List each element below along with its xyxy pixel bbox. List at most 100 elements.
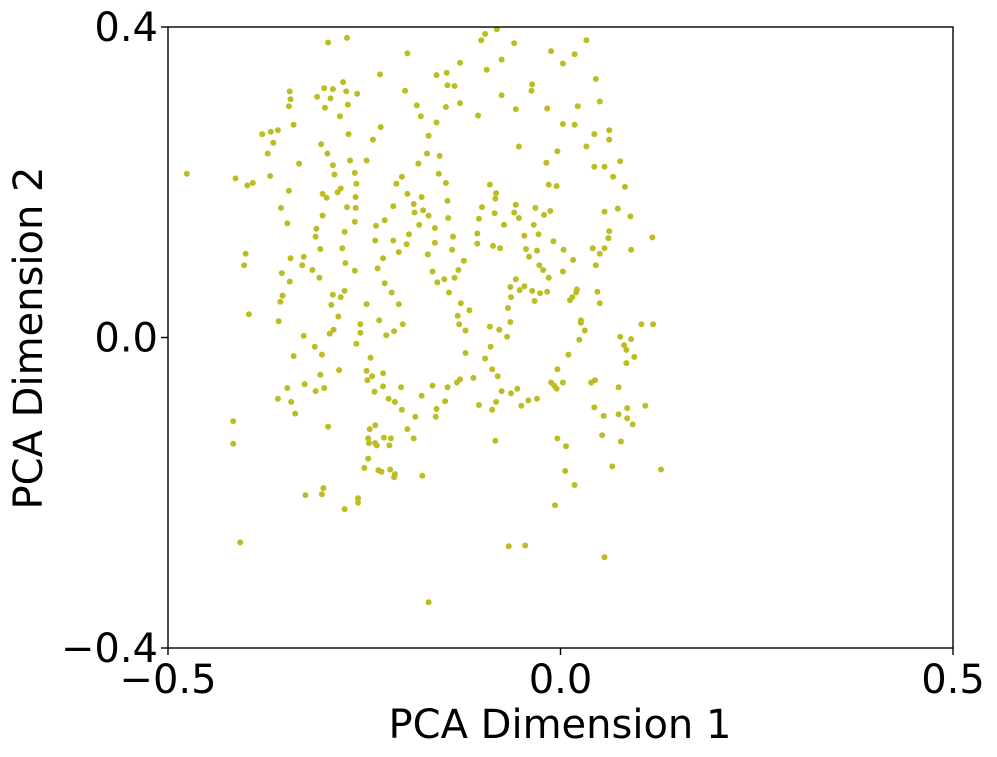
data-point [415,160,422,167]
data-point [583,37,590,44]
data-point [387,435,394,442]
data-point [624,415,631,422]
data-point [369,136,376,143]
data-point [574,103,581,110]
data-point [530,221,537,228]
data-point [451,83,458,89]
data-point [544,105,551,112]
data-point [383,332,390,339]
data-point [444,197,451,204]
data-point [326,330,333,337]
data-point [329,291,336,298]
data-point [445,215,452,221]
data-point [354,90,361,97]
data-point [560,246,567,253]
data-point [577,319,584,326]
data-point [589,245,596,252]
data-point [600,412,607,419]
data-point [474,240,481,247]
data-point [380,370,387,377]
x-axis-ticks: −0.5 0.0 0.5 [119,648,985,703]
data-point [324,150,331,157]
data-point [328,301,335,308]
data-point [341,228,348,235]
data-point [352,194,359,200]
data-point [606,228,613,235]
data-point [429,382,436,389]
data-point [237,539,244,546]
data-point [278,204,284,211]
data-point [284,220,291,227]
data-point [365,435,372,442]
data-point [337,294,344,301]
data-point [621,183,628,190]
data-point [511,209,518,216]
data-point [325,423,332,430]
data-point [545,181,552,188]
data-point [571,482,578,488]
data-point [496,326,503,333]
data-point [599,432,606,439]
data-point [610,173,617,180]
data-point [424,251,431,258]
data-point [609,463,616,470]
data-point [399,321,406,328]
data-point [351,169,358,176]
data-point [374,265,381,272]
data-point [404,190,411,197]
data-point [451,274,458,281]
data-point [378,468,385,475]
data-point [491,210,498,217]
data-point [386,442,393,449]
y-axis-title: PCA Dimension 2 [6,167,52,510]
data-point [601,554,608,561]
data-point [344,204,350,211]
data-point [341,287,348,294]
data-point [317,246,324,252]
data-point [270,139,277,146]
data-point [545,274,552,281]
data-point [287,96,294,103]
data-point [559,268,566,275]
data-point [412,413,419,420]
data-point [629,421,636,428]
data-point [316,274,323,281]
data-point [624,405,631,412]
data-point [433,72,440,79]
data-point [543,159,550,166]
data-point [642,402,649,409]
data-point [318,491,325,498]
data-point [377,124,384,131]
data-point [617,158,624,165]
data-point [279,292,286,299]
data-point [631,353,638,360]
data-point [559,379,566,386]
data-point [325,39,332,46]
data-point [554,366,561,373]
x-axis-title: PCA Dimension 1 [389,702,732,748]
data-point [492,195,499,202]
data-point [363,157,370,164]
data-point [596,98,603,105]
data-point [544,288,551,295]
data-point [319,190,326,197]
data-point [529,81,536,88]
data-point [570,256,577,263]
data-point [336,367,343,374]
data-point [393,180,400,187]
data-point [433,405,440,412]
data-point [505,543,512,550]
data-point [274,127,281,134]
data-point [287,255,294,262]
data-point [512,276,519,283]
data-point [591,404,598,411]
data-point [353,180,360,187]
data-point [617,333,624,340]
data-point [314,93,321,100]
data-point [327,95,334,102]
data-point [286,88,293,95]
data-point [515,215,522,221]
data-point [581,327,588,334]
data-point [341,506,348,513]
